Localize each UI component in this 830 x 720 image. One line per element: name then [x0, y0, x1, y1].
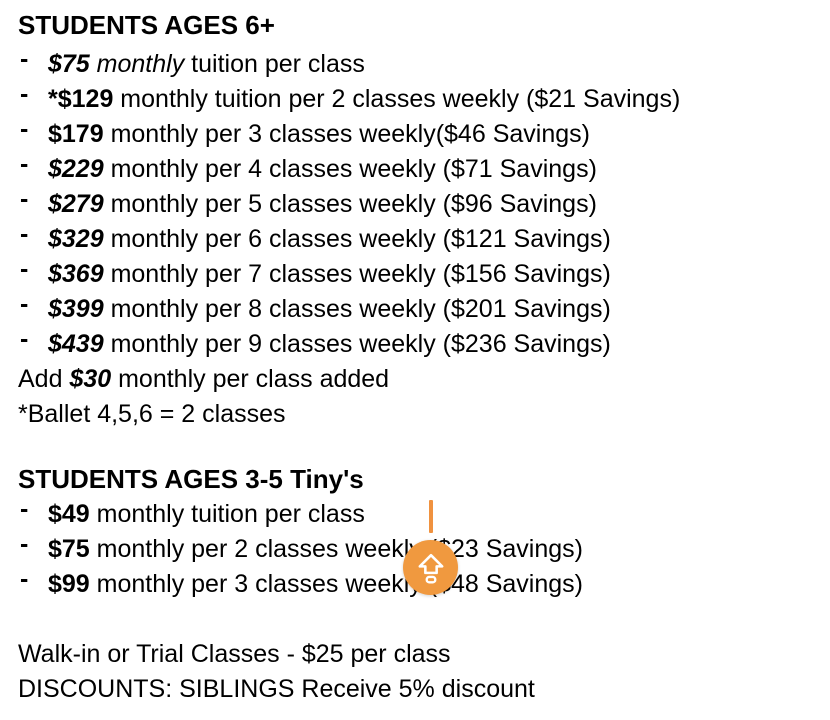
pricing-line[interactable]: - $99 monthly per 3 classes weekly ($48 … [18, 565, 820, 602]
text-segment: tuition per class [184, 50, 365, 78]
text-segment: monthly per 3 classes weekly($46 Savings… [103, 120, 590, 148]
pricing-line[interactable]: - $75 monthly per 2 classes weekly ($23 … [18, 530, 820, 567]
pricing-line-text: $369 monthly per 7 classes weekly ($156 … [48, 260, 611, 288]
text-segment: $30 [69, 365, 112, 393]
text-segment: monthly per 9 classes weekly ($236 Savin… [103, 330, 611, 358]
note-line-add-class[interactable]: Add $30 monthly per class added [18, 362, 820, 397]
text-segment: $229 [48, 155, 104, 183]
pricing-line-text: $279 monthly per 5 classes weekly ($96 S… [48, 190, 597, 218]
text-segment: *$129 [48, 85, 114, 113]
pricing-line[interactable]: - $279 monthly per 5 classes weekly ($96… [18, 185, 820, 222]
text-segment: $49 [48, 500, 90, 528]
text-segment: monthly per 6 classes weekly ($121 Savin… [103, 225, 611, 253]
pricing-line[interactable]: - $369 monthly per 7 classes weekly ($15… [18, 255, 820, 292]
pricing-line-text: $99 monthly per 3 classes weekly ($48 Sa… [48, 570, 583, 598]
bullet-dash: - [20, 150, 29, 178]
pricing-line-text: $229 monthly per 4 classes weekly ($71 S… [48, 155, 597, 183]
note-line-text: Add $30 monthly per class added [18, 365, 389, 393]
text-caret [429, 500, 433, 533]
blank-line [18, 432, 820, 462]
text-segment [90, 50, 97, 78]
pricing-line[interactable]: - $179 monthly per 3 classes weekly($46 … [18, 115, 820, 152]
note-line-text: *Ballet 4,5,6 = 2 classes [18, 400, 286, 428]
text-segment: monthly per 2 classes weekly ($23 Saving… [89, 535, 583, 563]
text-segment: monthly per 7 classes weekly ($156 Savin… [103, 260, 611, 288]
text-segment: monthly per 5 classes weekly ($96 Saving… [103, 190, 597, 218]
pricing-line-text: $49 monthly tuition per class [48, 500, 365, 528]
text-segment: *Ballet 4,5,6 = 2 classes [18, 400, 286, 428]
footer-line-text: Walk-in or Trial Classes - $25 per class [18, 640, 451, 668]
footer-line-discounts[interactable]: DISCOUNTS: SIBLINGS Receive 5% discount [18, 672, 820, 707]
footer-line-walkin[interactable]: Walk-in or Trial Classes - $25 per class [18, 637, 820, 672]
text-segment: monthly tuition per 2 classes weekly ($2… [113, 85, 681, 113]
pricing-line[interactable]: - $229 monthly per 4 classes weekly ($71… [18, 150, 820, 187]
text-segment: monthly per 4 classes weekly ($71 Saving… [103, 155, 597, 183]
bullet-dash: - [20, 185, 29, 213]
pricing-line-text: $75 monthly per 2 classes weekly ($23 Sa… [48, 535, 583, 563]
text-segment: monthly per 8 classes weekly ($201 Savin… [103, 295, 611, 323]
text-segment: $329 [48, 225, 104, 253]
bullet-dash: - [20, 530, 29, 558]
text-segment: monthly [96, 50, 185, 78]
pricing-line[interactable]: - $49 monthly tuition per class [18, 495, 820, 532]
text-segment: monthly tuition per class [89, 500, 365, 528]
text-segment: monthly per class added [111, 365, 390, 393]
bullet-dash: - [20, 255, 29, 283]
pricing-line[interactable]: - $75 monthly tuition per class [18, 45, 820, 82]
bullet-dash: - [20, 495, 29, 523]
text-segment: $179 [48, 120, 104, 148]
text-segment: $99 [48, 570, 90, 598]
pricing-line-text: $399 monthly per 8 classes weekly ($201 … [48, 295, 611, 323]
floating-action-button[interactable] [403, 540, 458, 595]
text-segment: Add [18, 365, 70, 393]
blank-line [18, 602, 820, 637]
section-heading-ages-6plus[interactable]: STUDENTS AGES 6+ [18, 10, 275, 40]
bullet-dash: - [20, 565, 29, 593]
text-segment: $279 [48, 190, 104, 218]
pricing-line-text: $179 monthly per 3 classes weekly($46 Sa… [48, 120, 590, 148]
pricing-line-text: *$129 monthly tuition per 2 classes week… [48, 85, 680, 113]
text-segment: $399 [48, 295, 104, 323]
pricing-line[interactable]: - $399 monthly per 8 classes weekly ($20… [18, 290, 820, 327]
pricing-line-text: $329 monthly per 6 classes weekly ($121 … [48, 225, 611, 253]
pricing-line[interactable]: - *$129 monthly tuition per 2 classes we… [18, 80, 820, 117]
bullet-dash: - [20, 220, 29, 248]
bullet-dash: - [20, 325, 29, 353]
caps-lock-up-arrow-icon [416, 552, 446, 584]
text-segment: $369 [48, 260, 104, 288]
text-segment: $75 [48, 535, 90, 563]
pricing-line-text: $439 monthly per 9 classes weekly ($236 … [48, 330, 611, 358]
pricing-line-text: $75 monthly tuition per class [48, 50, 365, 78]
pricing-line[interactable]: - $329 monthly per 6 classes weekly ($12… [18, 220, 820, 257]
note-line-ballet[interactable]: *Ballet 4,5,6 = 2 classes [18, 397, 820, 432]
text-segment: monthly per 3 classes weekly ($48 Saving… [89, 570, 583, 598]
bullet-dash: - [20, 45, 29, 73]
bullet-dash: - [20, 290, 29, 318]
section-heading-ages-3-5[interactable]: STUDENTS AGES 3-5 Tiny's [18, 464, 364, 494]
bullet-dash: - [20, 80, 29, 108]
bullet-dash: - [20, 115, 29, 143]
footer-line-text: DISCOUNTS: SIBLINGS Receive 5% discount [18, 675, 535, 703]
text-segment: $75 [48, 50, 90, 78]
text-segment: $439 [48, 330, 104, 358]
pricing-line[interactable]: - $439 monthly per 9 classes weekly ($23… [18, 325, 820, 362]
